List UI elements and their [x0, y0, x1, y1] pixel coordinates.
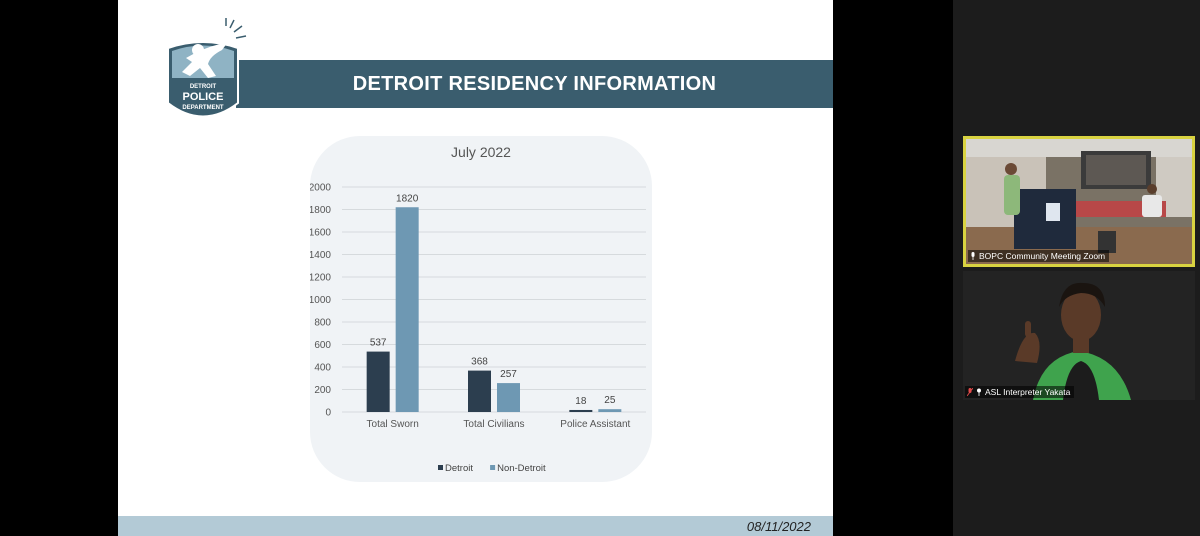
legend-label: Non-Detroit	[497, 463, 546, 474]
data-label: 257	[500, 369, 517, 380]
data-label: 18	[575, 396, 587, 407]
y-tick-label: 1200	[310, 273, 331, 284]
participants-panel	[953, 0, 1200, 536]
x-tick-label: Police Assistant	[560, 419, 630, 430]
letterbox-left	[0, 0, 118, 536]
legend-swatch	[490, 465, 496, 470]
chart-title: July 2022	[451, 144, 511, 160]
y-tick-label: 200	[314, 385, 331, 396]
logo-line2: POLICE	[183, 91, 224, 103]
data-label: 1820	[396, 193, 419, 204]
data-label: 25	[604, 395, 616, 406]
mic-muted-icon	[967, 388, 973, 396]
chart-card: July 2022 0 200 400 600 800 1000 1200 1400 1600 18…	[310, 136, 652, 482]
y-tick-label: 0	[325, 408, 331, 419]
participant-label-asl: ASL Interpreter Yakata	[965, 386, 1075, 398]
bar	[366, 351, 390, 412]
letterbox-right	[833, 0, 953, 536]
legend-label: Detroit	[445, 463, 473, 474]
legend-swatch	[438, 465, 443, 470]
video-tile-asl[interactable]: ASL Interpreter Yakata	[963, 271, 1195, 400]
title-band	[236, 60, 833, 108]
data-label: 537	[370, 338, 387, 349]
pin-icon	[977, 388, 981, 396]
y-tick-label: 800	[314, 318, 331, 329]
bar	[468, 370, 491, 412]
participant-label-room: BOPC Community Meeting Zoom	[968, 250, 1110, 262]
shared-slide: DETROIT RESIDENCY INFORMATION DETROIT PO…	[118, 0, 833, 536]
x-tick-label: Total Sworn	[367, 419, 419, 430]
y-tick-label: 1400	[310, 250, 331, 261]
bar-chart: July 2022 0 200 400 600 800 1000 1200 1400 1600 18…	[310, 144, 646, 474]
y-tick-label: 1800	[310, 205, 331, 216]
x-tick-label: Total Civilians	[463, 419, 524, 430]
video-tile-room[interactable]: BOPC Community Meeting Zoom	[963, 136, 1195, 267]
y-tick-label: 2000	[310, 183, 331, 194]
bar	[569, 409, 593, 412]
detroit-police-logo: DETROIT POLICE DEPARTMENT	[167, 18, 247, 118]
y-tick-label: 400	[314, 363, 331, 374]
data-label: 368	[471, 357, 488, 368]
logo-line1: DETROIT	[190, 84, 217, 90]
participant-name: ASL Interpreter Yakata	[985, 387, 1071, 397]
participant-name: BOPC Community Meeting Zoom	[979, 251, 1106, 261]
footer-bar	[118, 516, 833, 536]
asl-video-feed	[963, 271, 1195, 400]
slide-title: DETROIT RESIDENCY INFORMATION	[352, 73, 717, 95]
logo-line3: DEPARTMENT	[182, 105, 224, 111]
room-video-feed	[966, 139, 1192, 264]
bar	[395, 207, 419, 412]
footer-date: 08/11/2022	[746, 519, 811, 534]
bar	[497, 383, 520, 412]
bar	[598, 409, 622, 412]
y-tick-label: 600	[314, 340, 331, 351]
y-tick-label: 1000	[310, 295, 331, 306]
mic-icon	[971, 252, 975, 260]
y-tick-label: 1600	[310, 228, 331, 239]
